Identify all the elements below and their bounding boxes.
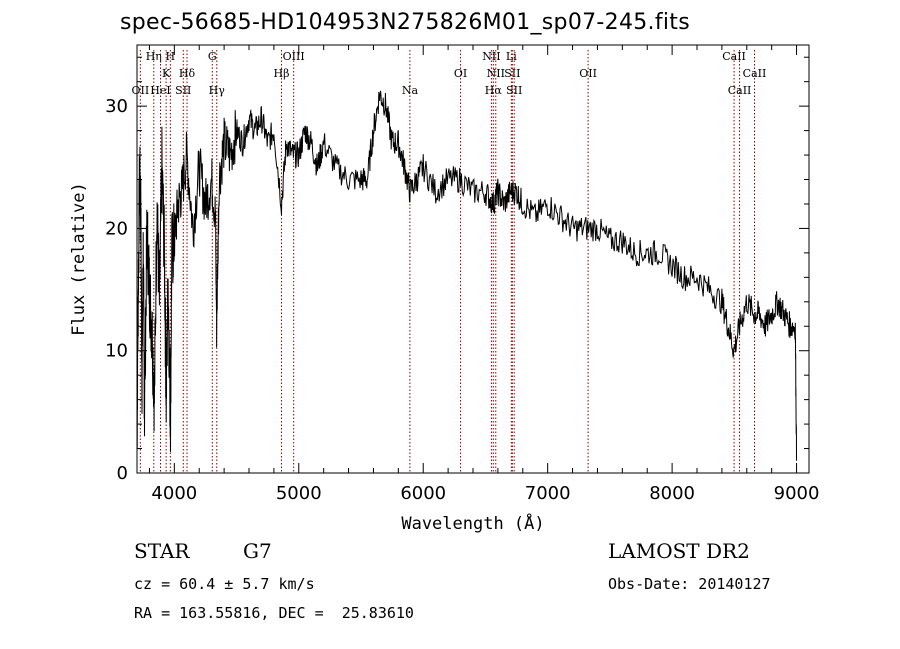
line-label-6: Hδ [179, 67, 196, 80]
line-label-7: G [208, 50, 217, 63]
coordinates-text: RA = 163.55816, DEC = 25.83610 [134, 604, 414, 622]
line-label-18: SII [506, 84, 522, 97]
spectrum-line [137, 91, 797, 461]
y-axis-label: Flux (relative) [69, 182, 89, 336]
line-label-12: OI [454, 67, 467, 80]
line-label-8: Hγ [209, 84, 226, 97]
line-label-10: OIII [283, 50, 305, 63]
line-label-9: Hβ [274, 67, 290, 80]
x-tick-label-2: 6000 [400, 483, 446, 504]
line-label-4: HeI [150, 84, 170, 97]
object-class: STAR [134, 539, 189, 563]
line-label-22: CaII [743, 67, 767, 80]
line-label-20: CaII [722, 50, 746, 63]
line-label-14: Li [506, 50, 517, 63]
line-label-21: CaII [728, 84, 752, 97]
line-label-11: Na [402, 84, 419, 97]
line-label-17: Hα [485, 84, 503, 97]
x-tick-label-5: 9000 [774, 483, 820, 504]
y-tick-label-2: 20 [105, 218, 128, 239]
line-label-16: SII [504, 67, 520, 80]
line-label-19: OII [579, 67, 597, 80]
line-label-1: Hη [146, 50, 162, 63]
survey-name: LAMOST DR2 [608, 539, 750, 563]
obs-date: Obs-Date: 20140127 [608, 575, 771, 593]
x-tick-label-1: 5000 [276, 483, 322, 504]
x-tick-label-0: 4000 [151, 483, 197, 504]
object-subclass: G7 [243, 539, 272, 563]
plot-frame [137, 45, 809, 473]
line-label-2: K [162, 67, 171, 80]
x-tick-label-4: 8000 [649, 483, 695, 504]
line-label-13: NII [482, 50, 500, 63]
y-tick-label-0: 0 [117, 463, 128, 484]
y-tick-label-1: 10 [105, 341, 128, 362]
x-axis-label: Wavelength (Å) [401, 512, 544, 534]
line-label-3: H [166, 50, 176, 63]
line-label-15: NII [487, 67, 505, 80]
x-tick-label-3: 7000 [525, 483, 571, 504]
chart-title: spec-56685-HD104953N275826M01_sp07-245.f… [120, 10, 690, 35]
line-label-0: OII [132, 84, 150, 97]
redshift-text: cz = 60.4 ± 5.7 km/s [134, 575, 315, 593]
line-label-5: SII [175, 84, 191, 97]
y-tick-label-3: 30 [105, 96, 128, 117]
